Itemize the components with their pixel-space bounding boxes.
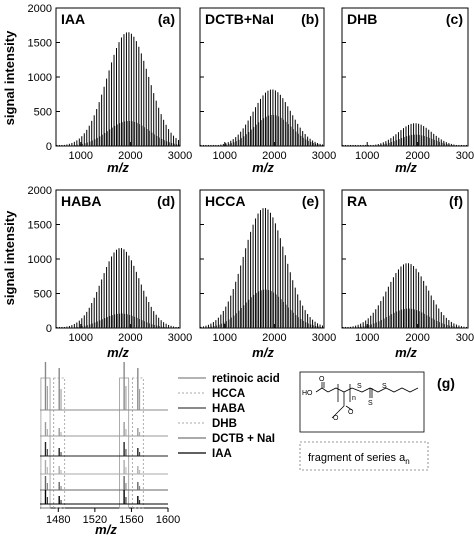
ylabel-top: signal intensity bbox=[2, 30, 17, 125]
ytick-label-d: 1500 bbox=[28, 220, 52, 232]
panel-b: 1000 2000 3000 DCTB+NaI (b) bbox=[199, 7, 336, 162]
ytick-label-a: 0 bbox=[46, 141, 52, 153]
structure-drawing bbox=[315, 382, 419, 419]
panel-e: 1000 2000 3000 HCCA (e) bbox=[199, 189, 336, 344]
panel-letter-c: (c) bbox=[446, 11, 463, 27]
fragment-box bbox=[299, 441, 429, 471]
panel-a: 1000 2000 3000 0 500 1000 1500 2000 IAA (a) bbox=[28, 3, 193, 162]
ytick-label-d: 1000 bbox=[28, 254, 52, 266]
spectra-panels: 1000 2000 3000 0 500 1000 1500 2000 IAA (a) 1000 20… bbox=[28, 3, 474, 344]
panel-frame-c bbox=[341, 7, 469, 147]
matrix-label-a: IAA bbox=[61, 11, 85, 27]
xtick-label-c: 3000 bbox=[456, 150, 474, 162]
panel-frame-f bbox=[341, 189, 469, 329]
ylabel-middle: signal intensity bbox=[2, 210, 17, 305]
xtick-label-e: 3000 bbox=[312, 332, 336, 344]
panel-letter-e: (e) bbox=[302, 193, 319, 209]
xlabel-b: m/z bbox=[252, 160, 274, 175]
panel-frame-d bbox=[55, 189, 181, 329]
g-legend-entry: HABA bbox=[212, 403, 245, 415]
g-xtick-label: 1600 bbox=[156, 514, 180, 526]
g-xlabel: m/z bbox=[95, 522, 117, 537]
structure-atom-o3: O bbox=[348, 409, 354, 416]
ytick-label-a: 500 bbox=[34, 107, 52, 119]
xtick-label-a: 2000 bbox=[118, 150, 142, 162]
structure-atom-ho: HO bbox=[302, 390, 313, 397]
panel-letter-a: (a) bbox=[158, 11, 175, 27]
ytick-label-d: 2000 bbox=[28, 185, 52, 197]
xtick-label-b: 3000 bbox=[312, 150, 336, 162]
ytick-label-a: 1500 bbox=[28, 38, 52, 50]
g-legend-entry: HCCA bbox=[212, 388, 245, 400]
xlabel-a: m/z bbox=[107, 160, 129, 175]
structure-atom-n: n bbox=[352, 395, 356, 402]
structure-atom-o2: O bbox=[333, 415, 339, 422]
g-xtick-label: 1480 bbox=[46, 514, 70, 526]
xtick-label-a: 3000 bbox=[168, 150, 192, 162]
structure-box bbox=[299, 371, 425, 433]
structure-atom-s1: S bbox=[357, 383, 362, 390]
xlabel-e: m/z bbox=[252, 345, 274, 360]
structure-atom-s2: S bbox=[368, 400, 373, 407]
xlabel-f: m/z bbox=[395, 345, 417, 360]
xtick-label-e: 1000 bbox=[213, 332, 237, 344]
xtick-label-d: 3000 bbox=[168, 332, 192, 344]
panel-letter-b: (b) bbox=[301, 11, 319, 27]
panel-letter-f: (f) bbox=[449, 193, 463, 209]
panel-d: 1000 2000 3000 0 500 1000 1500 2000 HABA (d) bbox=[28, 185, 193, 344]
matrix-label-e: HCCA bbox=[205, 193, 245, 209]
xlabel-d: m/z bbox=[107, 345, 129, 360]
xtick-label-f: 1000 bbox=[355, 332, 379, 344]
g-legend-entry: IAA bbox=[212, 448, 232, 460]
ytick-label-a: 1000 bbox=[28, 72, 52, 84]
panel-letter-d: (d) bbox=[157, 193, 175, 209]
g-legend-entry: DHB bbox=[212, 418, 237, 430]
panel-frame-e bbox=[199, 189, 325, 329]
panel-frame-b bbox=[199, 7, 325, 147]
ytick-label-d: 0 bbox=[46, 323, 52, 335]
matrix-label-f: RA bbox=[347, 193, 367, 209]
ytick-label-a: 2000 bbox=[28, 3, 52, 15]
g-legend: retinoic acid HCCA HABA DHB DCTB + NaI IAA bbox=[178, 373, 280, 460]
xtick-label-f: 3000 bbox=[456, 332, 474, 344]
g-xtick-label: 1560 bbox=[119, 514, 143, 526]
g-xtick-label: 1520 bbox=[83, 514, 107, 526]
fragment-label: fragment of series an bbox=[308, 452, 410, 466]
g-plot: 1480 1520 1560 1600 bbox=[40, 362, 180, 526]
xtick-label-a: 1000 bbox=[69, 150, 93, 162]
xlabel-c: m/z bbox=[395, 160, 417, 175]
matrix-label-c: DHB bbox=[347, 11, 377, 27]
xtick-label-d: 2000 bbox=[118, 332, 142, 344]
panel-f: 1000 2000 3000 RA (f) bbox=[341, 189, 474, 344]
structure-atom-o1: O bbox=[319, 376, 325, 383]
g-legend-entry: DCTB + NaI bbox=[212, 433, 275, 445]
structure-atom-s3: S bbox=[382, 383, 387, 390]
xtick-label-d: 1000 bbox=[69, 332, 93, 344]
ytick-label-d: 500 bbox=[34, 289, 52, 301]
g-legend-entry: retinoic acid bbox=[212, 373, 280, 385]
panel-c: 1000 2000 3000 DHB (c) bbox=[341, 7, 474, 162]
matrix-label-b: DCTB+NaI bbox=[205, 11, 274, 27]
matrix-label-d: HABA bbox=[61, 193, 101, 209]
xtick-label-b: 1000 bbox=[213, 150, 237, 162]
panel-letter-g: (g) bbox=[437, 375, 455, 391]
panel-g: 1480 1520 1560 1600 m/z retinoic acid HCCA HA… bbox=[40, 362, 455, 537]
xtick-label-f: 2000 bbox=[405, 332, 429, 344]
xtick-label-c: 1000 bbox=[355, 150, 379, 162]
xtick-label-e: 2000 bbox=[262, 332, 286, 344]
xtick-label-b: 2000 bbox=[262, 150, 286, 162]
xtick-label-c: 2000 bbox=[405, 150, 429, 162]
